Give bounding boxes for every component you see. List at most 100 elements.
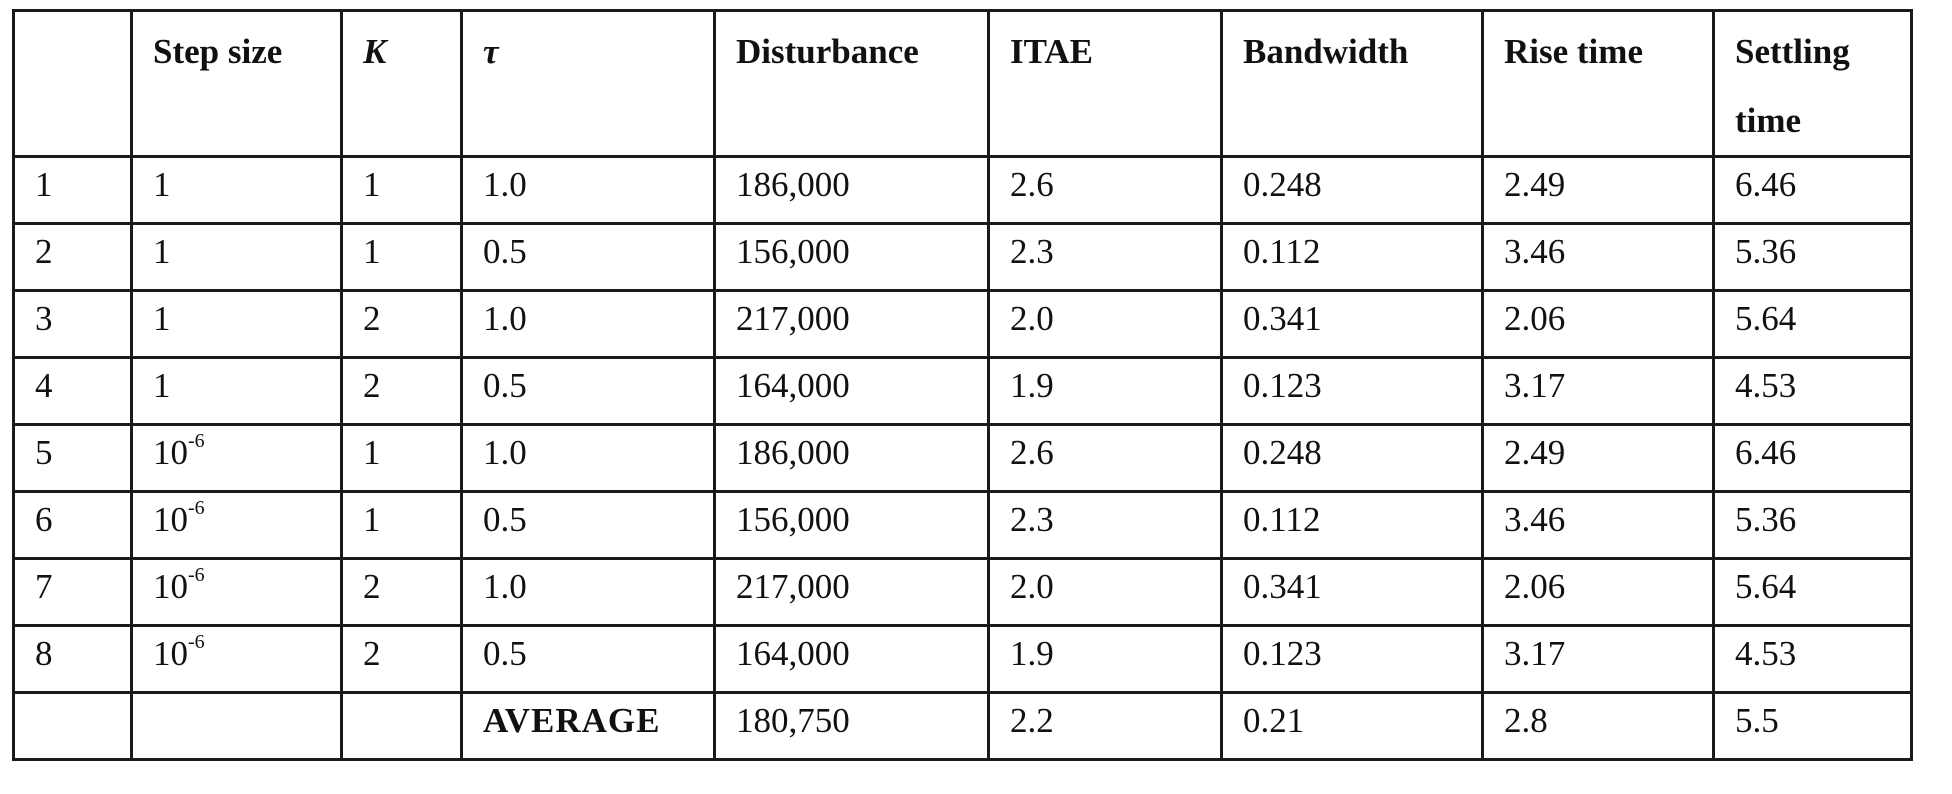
cell-step-size: 1 xyxy=(132,291,342,358)
table-row: 6 10-6 1 0.5 156,000 2.3 0.112 3.46 5.36 xyxy=(14,492,1912,559)
cell-settling-time: 5.36 xyxy=(1714,224,1912,291)
cell-settling-time: 4.53 xyxy=(1714,358,1912,425)
cell-empty xyxy=(342,693,462,760)
cell-disturbance: 186,000 xyxy=(715,425,989,492)
cell-disturbance: 164,000 xyxy=(715,626,989,693)
cell-rise-time: 3.46 xyxy=(1483,224,1714,291)
cell-rise-time: 3.17 xyxy=(1483,626,1714,693)
header-settling-time: Settling time xyxy=(1714,11,1912,157)
cell-step-size: 10-6 xyxy=(132,492,342,559)
cell-settling-time: 5.36 xyxy=(1714,492,1912,559)
average-settling-time: 5.5 xyxy=(1714,693,1912,760)
cell-empty xyxy=(132,693,342,760)
cell-rise-time: 2.49 xyxy=(1483,425,1714,492)
average-label: AVERAGE xyxy=(462,693,715,760)
cell-disturbance: 186,000 xyxy=(715,157,989,224)
cell-disturbance: 164,000 xyxy=(715,358,989,425)
table-row: 5 10-6 1 1.0 186,000 2.6 0.248 2.49 6.46 xyxy=(14,425,1912,492)
cell-step-size: 1 xyxy=(132,157,342,224)
results-table: Step size K τ Disturbance ITAE Bandwidth… xyxy=(12,9,1913,761)
cell-disturbance: 217,000 xyxy=(715,559,989,626)
cell-index: 5 xyxy=(14,425,132,492)
cell-tau: 1.0 xyxy=(462,425,715,492)
cell-step-size: 1 xyxy=(132,224,342,291)
cell-step-size: 10-6 xyxy=(132,626,342,693)
cell-index: 4 xyxy=(14,358,132,425)
cell-tau: 0.5 xyxy=(462,626,715,693)
cell-itae: 2.0 xyxy=(989,291,1222,358)
cell-bandwidth: 0.123 xyxy=(1222,358,1483,425)
cell-itae: 2.0 xyxy=(989,559,1222,626)
cell-index: 7 xyxy=(14,559,132,626)
cell-k: 2 xyxy=(342,291,462,358)
cell-itae: 2.3 xyxy=(989,224,1222,291)
table-row: 3 1 2 1.0 217,000 2.0 0.341 2.06 5.64 xyxy=(14,291,1912,358)
cell-step-size: 10-6 xyxy=(132,559,342,626)
cell-index: 3 xyxy=(14,291,132,358)
cell-bandwidth: 0.123 xyxy=(1222,626,1483,693)
cell-tau: 0.5 xyxy=(462,224,715,291)
header-index xyxy=(14,11,132,157)
table-row: 4 1 2 0.5 164,000 1.9 0.123 3.17 4.53 xyxy=(14,358,1912,425)
header-bandwidth: Bandwidth xyxy=(1222,11,1483,157)
cell-settling-time: 6.46 xyxy=(1714,425,1912,492)
table-row: 7 10-6 2 1.0 217,000 2.0 0.341 2.06 5.64 xyxy=(14,559,1912,626)
header-k: K xyxy=(342,11,462,157)
results-table-container: Step size K τ Disturbance ITAE Bandwidth… xyxy=(12,9,1913,761)
average-rise-time: 2.8 xyxy=(1483,693,1714,760)
cell-bandwidth: 0.341 xyxy=(1222,559,1483,626)
table-row: 8 10-6 2 0.5 164,000 1.9 0.123 3.17 4.53 xyxy=(14,626,1912,693)
cell-empty xyxy=(14,693,132,760)
cell-k: 2 xyxy=(342,559,462,626)
cell-index: 6 xyxy=(14,492,132,559)
cell-rise-time: 3.17 xyxy=(1483,358,1714,425)
cell-bandwidth: 0.248 xyxy=(1222,157,1483,224)
cell-rise-time: 2.06 xyxy=(1483,291,1714,358)
cell-itae: 2.6 xyxy=(989,157,1222,224)
cell-settling-time: 5.64 xyxy=(1714,559,1912,626)
cell-bandwidth: 0.341 xyxy=(1222,291,1483,358)
cell-tau: 0.5 xyxy=(462,358,715,425)
cell-disturbance: 156,000 xyxy=(715,492,989,559)
cell-bandwidth: 0.112 xyxy=(1222,492,1483,559)
cell-index: 1 xyxy=(14,157,132,224)
average-row: AVERAGE 180,750 2.2 0.21 2.8 5.5 xyxy=(14,693,1912,760)
table-row: 1 1 1 1.0 186,000 2.6 0.248 2.49 6.46 xyxy=(14,157,1912,224)
cell-rise-time: 2.49 xyxy=(1483,157,1714,224)
cell-rise-time: 2.06 xyxy=(1483,559,1714,626)
table-row: 2 1 1 0.5 156,000 2.3 0.112 3.46 5.36 xyxy=(14,224,1912,291)
header-step-size: Step size xyxy=(132,11,342,157)
header-disturbance: Disturbance xyxy=(715,11,989,157)
cell-k: 1 xyxy=(342,157,462,224)
header-tau: τ xyxy=(462,11,715,157)
cell-disturbance: 156,000 xyxy=(715,224,989,291)
cell-settling-time: 5.64 xyxy=(1714,291,1912,358)
cell-k: 2 xyxy=(342,626,462,693)
cell-k: 1 xyxy=(342,492,462,559)
average-itae: 2.2 xyxy=(989,693,1222,760)
average-disturbance: 180,750 xyxy=(715,693,989,760)
header-row: Step size K τ Disturbance ITAE Bandwidth… xyxy=(14,11,1912,157)
cell-itae: 2.3 xyxy=(989,492,1222,559)
cell-settling-time: 4.53 xyxy=(1714,626,1912,693)
header-itae: ITAE xyxy=(989,11,1222,157)
cell-disturbance: 217,000 xyxy=(715,291,989,358)
cell-k: 1 xyxy=(342,425,462,492)
cell-tau: 1.0 xyxy=(462,157,715,224)
cell-bandwidth: 0.248 xyxy=(1222,425,1483,492)
cell-rise-time: 3.46 xyxy=(1483,492,1714,559)
cell-index: 2 xyxy=(14,224,132,291)
cell-tau: 1.0 xyxy=(462,291,715,358)
cell-index: 8 xyxy=(14,626,132,693)
cell-tau: 1.0 xyxy=(462,559,715,626)
cell-k: 1 xyxy=(342,224,462,291)
cell-itae: 1.9 xyxy=(989,358,1222,425)
cell-step-size: 10-6 xyxy=(132,425,342,492)
cell-step-size: 1 xyxy=(132,358,342,425)
average-bandwidth: 0.21 xyxy=(1222,693,1483,760)
cell-bandwidth: 0.112 xyxy=(1222,224,1483,291)
cell-itae: 1.9 xyxy=(989,626,1222,693)
header-rise-time: Rise time xyxy=(1483,11,1714,157)
cell-itae: 2.6 xyxy=(989,425,1222,492)
cell-k: 2 xyxy=(342,358,462,425)
